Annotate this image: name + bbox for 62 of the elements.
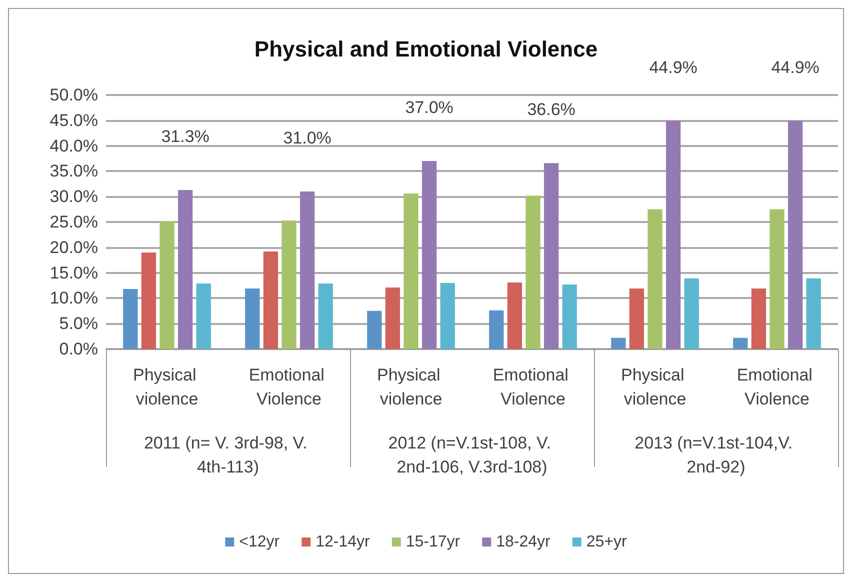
bar: [300, 192, 315, 349]
bar: [282, 220, 296, 349]
legend-label: <12yr: [239, 534, 280, 550]
bar: [196, 283, 211, 349]
x-tick-label: Physical violence: [376, 366, 446, 408]
bar: [367, 310, 382, 349]
bar: [770, 209, 784, 349]
data-label: 37.0%: [405, 98, 454, 118]
text: 2013 (n=V.1st-104,V. 2nd-92): [634, 434, 798, 476]
bar: [385, 288, 400, 349]
legend-label: 15-17yr: [406, 534, 461, 550]
bar: [245, 288, 260, 349]
data-label: 31.0%: [283, 128, 332, 148]
bar: [666, 120, 681, 349]
bar: [404, 194, 418, 349]
bar: [263, 251, 278, 349]
data-label: 31.3%: [161, 126, 210, 146]
y-tick-label: 15.0%: [50, 263, 98, 282]
bar: [318, 283, 333, 349]
bar: [489, 310, 504, 349]
x-tick-label: Emotional Violence: [248, 366, 330, 408]
y-tick-label: 40.0%: [50, 136, 98, 156]
y-tick-label: 0.0%: [59, 340, 98, 358]
bar: [160, 220, 174, 349]
bar: [733, 338, 748, 349]
text: 2012 (n=V.1st-108, V. 2nd-106, V.3rd-108): [388, 434, 556, 476]
x-tick-label: Physical violence: [620, 366, 690, 408]
y-tick-label: 5.0%: [59, 314, 98, 334]
data-label: 44.9%: [649, 58, 698, 77]
bar: [611, 338, 626, 349]
bar: [141, 252, 156, 349]
chart-title: Physical and Emotional Violence: [254, 36, 598, 62]
bar: [648, 209, 662, 349]
bar: [806, 278, 821, 349]
y-tick-label: 45.0%: [50, 110, 98, 130]
data-label: 44.9%: [771, 58, 820, 77]
y-tick-label: 20.0%: [50, 238, 98, 257]
y-tick-label: 35.0%: [50, 162, 98, 181]
bar: [178, 190, 193, 349]
bar: [562, 284, 577, 349]
bar: [526, 196, 540, 349]
y-tick-label: 10.0%: [50, 288, 98, 308]
legend-label: 25+yr: [586, 534, 628, 550]
data-label: 36.6%: [527, 100, 576, 120]
legend-label: 18-24yr: [496, 534, 552, 550]
y-tick-label: 30.0%: [50, 187, 98, 206]
bar: [684, 278, 699, 349]
x-tick-label: Emotional Violence: [492, 366, 574, 408]
y-tick-label: 25.0%: [50, 212, 98, 232]
bar: [751, 288, 766, 349]
bar: [629, 288, 644, 349]
bar: [440, 282, 455, 349]
bar: [544, 163, 559, 349]
bar: [422, 161, 437, 349]
text: 2011 (n= V. 3rd-98, V. 4th-113): [144, 434, 312, 476]
x-tick-label: Physical violence: [132, 366, 202, 408]
bar: [788, 120, 803, 349]
y-tick-label: 50.0%: [50, 86, 98, 104]
legend-label: 12-14yr: [316, 534, 371, 550]
bar: [507, 282, 522, 349]
x-tick-label: Emotional Violence: [736, 366, 818, 408]
bar: [123, 289, 138, 349]
